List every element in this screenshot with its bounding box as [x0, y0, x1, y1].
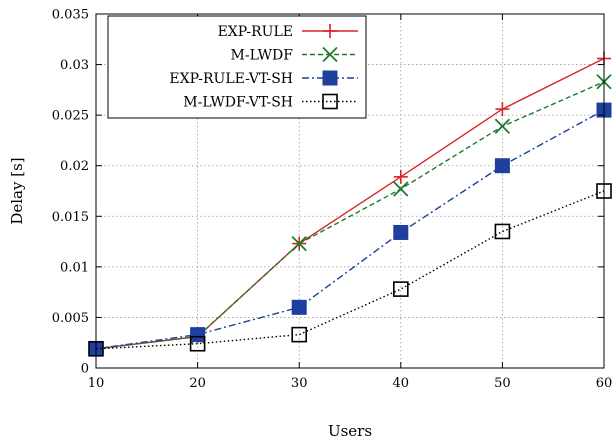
data-point [393, 169, 408, 184]
series-line [95, 57, 605, 350]
y-tick-label: 0.015 [52, 210, 89, 225]
y-tick-label: 0.03 [60, 58, 89, 73]
data-point [494, 118, 511, 134]
legend: EXP-RULE M-LWDF EXP-RULE-VT-SH M-LWDF-VT-SH [107, 15, 367, 119]
data-point [189, 335, 206, 352]
plot-frame [95, 13, 605, 369]
point-marker [494, 223, 511, 240]
x-tick-label: 20 [189, 376, 206, 391]
legend-marker [322, 93, 338, 110]
x-tick-label: 60 [596, 376, 613, 391]
point-marker [189, 335, 206, 352]
data-point [291, 326, 308, 343]
data-point [190, 327, 206, 343]
y-tick-label: 0 [81, 362, 89, 377]
x-tick-label: 50 [494, 376, 511, 391]
y-tick-label: 0.01 [60, 260, 89, 275]
legend-marker [322, 70, 338, 86]
axis-ticks: 0 0.005 0.01 0.015 0.02 0.025 0.03 0.035 10 20 30 4… [52, 8, 612, 392]
point-marker [494, 158, 510, 174]
y-tick-label: 0.02 [60, 159, 89, 174]
y-tick-label: 0.005 [52, 311, 89, 326]
point-marker [190, 327, 206, 343]
legend-entry: EXP-RULE [218, 24, 358, 40]
x-tick-label: 40 [393, 376, 410, 391]
data-point [393, 181, 409, 197]
data-point [291, 299, 307, 315]
series-layer [88, 51, 612, 357]
legend-entry: M-LWDF [231, 46, 358, 64]
legend-entry: M-LWDF-VT-SH [183, 93, 358, 111]
x-tick-label: 30 [291, 376, 308, 391]
y-tick-label: 0.035 [52, 8, 89, 23]
series-exp-rule-vt-sh [88, 102, 612, 357]
point-marker [393, 224, 409, 240]
legend-label: EXP-RULE-VT-SH [169, 71, 293, 87]
legend-entry: EXP-RULE-VT-SH [169, 70, 358, 87]
point-marker [392, 281, 409, 297]
legend-label: M-LWDF-VT-SH [183, 95, 293, 111]
series-line [95, 109, 605, 350]
point-marker [393, 181, 409, 197]
series-line [95, 190, 605, 350]
data-point [494, 223, 511, 240]
data-point [494, 158, 510, 174]
x-axis-title: Users [328, 422, 372, 440]
point-marker [494, 118, 511, 134]
data-point [495, 102, 510, 117]
x-tick-label: 10 [88, 376, 105, 391]
y-axis-title: Delay [s] [8, 157, 26, 224]
point-marker [291, 326, 308, 343]
point-marker [291, 299, 307, 315]
legend-label: M-LWDF [231, 48, 294, 64]
data-point [392, 281, 409, 297]
y-tick-label: 0.025 [52, 109, 89, 124]
point-marker [291, 235, 307, 252]
data-point [393, 224, 409, 240]
series-line [95, 81, 605, 350]
data-point [291, 235, 307, 252]
legend-label: EXP-RULE [218, 24, 293, 40]
legend-marker [322, 46, 338, 63]
